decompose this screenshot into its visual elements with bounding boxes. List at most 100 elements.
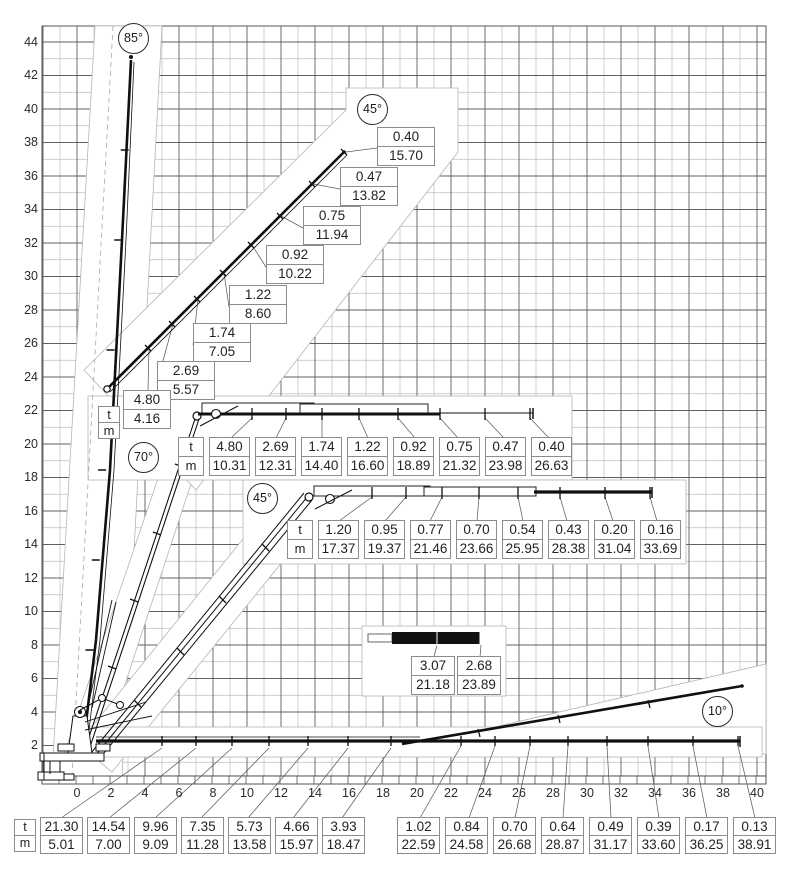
- load-value-t: 0.17: [685, 817, 728, 836]
- load-value-t: 0.13: [733, 817, 776, 836]
- load-box: 21.30 5.01: [40, 817, 83, 854]
- load-box: 0.13 38.91: [733, 817, 776, 854]
- y-axis-tick-label: 12: [24, 570, 38, 585]
- load-value-t: 0.54: [502, 520, 543, 540]
- load-box: 4.80 10.31: [209, 437, 250, 476]
- y-axis-tick-label: 4: [31, 704, 38, 719]
- y-axis-tick-label: 14: [24, 537, 38, 552]
- load-box: 0.40 26.63: [531, 437, 572, 476]
- reach-value-m: 25.95: [502, 539, 543, 559]
- reach-value-m: 24.58: [445, 835, 488, 854]
- angle-badge-45-low: 45°: [247, 483, 278, 514]
- t-label: t: [287, 520, 313, 540]
- reach-value-m: 38.91: [733, 835, 776, 854]
- reach-value-m: 23.98: [485, 456, 526, 476]
- table-70deg: t m 4.80 10.31 2.69 12.31 1.74 14.40: [178, 437, 577, 476]
- reach-value-m: 5.01: [40, 835, 83, 854]
- x-axis-tick-label: 28: [546, 786, 560, 800]
- tm-header-70: t m: [178, 437, 204, 476]
- reach-value-m: 18.89: [393, 456, 434, 476]
- reach-value-m: 28.38: [548, 539, 589, 559]
- y-axis-tick-label: 30: [24, 269, 38, 284]
- reach-value-m: 9.09: [134, 835, 177, 854]
- table-mid-extension: 3.07 21.18 2.68 23.89: [411, 656, 503, 695]
- reach-value-m: 7.00: [87, 835, 130, 854]
- reach-value-m: 26.68: [493, 835, 536, 854]
- load-value-t: 14.54: [87, 817, 130, 836]
- x-axis-tick-label: 12: [274, 786, 288, 800]
- x-axis-tick-label: 26: [512, 786, 526, 800]
- load-box: 2.68 23.89: [457, 656, 501, 695]
- reach-value-m: 16.60: [347, 456, 388, 476]
- load-value-t: 0.20: [594, 520, 635, 540]
- load-value-t: 0.95: [364, 520, 405, 540]
- t-label: t: [98, 406, 120, 423]
- y-axis-tick-label: 34: [24, 202, 38, 217]
- load-value-t: 0.16: [640, 520, 681, 540]
- y-axis-tick-label: 16: [24, 503, 38, 518]
- x-axis-tick-label: 4: [141, 786, 149, 800]
- x-axis-tick-label: 32: [614, 786, 628, 800]
- load-box: 2.69 12.31: [255, 437, 296, 476]
- load-value-t: 1.74: [301, 437, 342, 457]
- load-value-t: 21.30: [40, 817, 83, 836]
- load-value-t: 0.39: [637, 817, 680, 836]
- y-axis-tick-label: 22: [24, 403, 38, 418]
- y-axis-tick-label: 10: [24, 604, 38, 619]
- angle-badge-70: 70°: [128, 442, 159, 473]
- reach-value-m: 21.18: [411, 675, 455, 695]
- load-value-t: 1.02: [397, 817, 440, 836]
- load-box: 0.84 24.58: [445, 817, 488, 854]
- x-axis-tick-label: 8: [209, 786, 217, 800]
- x-axis-tick-label: 22: [444, 786, 458, 800]
- reach-value-m: 23.89: [457, 675, 501, 695]
- load-value-t: 0.49: [589, 817, 632, 836]
- reach-value-m: 26.63: [531, 456, 572, 476]
- y-axis-tick-label: 36: [24, 168, 38, 183]
- y-axis: 44 42 40 38 36 34 32 30 28 26 24 22 20 18 16 14 12 10 8 6 4 2: [6, 25, 38, 762]
- x-axis-tick-label: 38: [716, 786, 730, 800]
- y-axis-tick-label: 32: [24, 235, 38, 250]
- load-box: 14.54 7.00: [87, 817, 130, 854]
- reach-value-m: 18.47: [322, 835, 365, 854]
- load-box: 0.20 31.04: [594, 520, 635, 559]
- load-value-t: 4.66: [275, 817, 318, 836]
- load-value-t: 4.80: [209, 437, 250, 457]
- m-label: m: [287, 539, 313, 559]
- reach-value-m: 36.25: [685, 835, 728, 854]
- tm-header-bottom: t m: [14, 819, 36, 852]
- load-value-t: 0.84: [445, 817, 488, 836]
- load-value-t: 0.70: [456, 520, 497, 540]
- load-value-t: 1.22: [347, 437, 388, 457]
- y-axis-tick-label: 6: [31, 671, 38, 686]
- x-axis-tick-label: 34: [648, 786, 662, 800]
- load-box: 0.39 33.60: [637, 817, 680, 854]
- load-box: 4.66 15.97: [275, 817, 318, 854]
- load-value-t: 9.96: [134, 817, 177, 836]
- t-label: t: [178, 437, 204, 457]
- x-axis-tick-label: 2: [107, 786, 115, 800]
- y-axis-tick-label: 28: [24, 302, 38, 317]
- tm-header-45-up: t m: [98, 406, 120, 439]
- load-value-t: 0.77: [410, 520, 451, 540]
- reach-value-m: 22.59: [397, 835, 440, 854]
- x-axis: 0 2 4 6 8 10 12 14 16 18 20 22 24 26 28 30 32 34 36 38 40: [60, 786, 774, 800]
- load-box: 0.92 18.89: [393, 437, 434, 476]
- load-box: 0.17 36.25: [685, 817, 728, 854]
- load-value-t: 2.69: [255, 437, 296, 457]
- reach-value-m: 12.31: [255, 456, 296, 476]
- load-box: 0.64 28.87: [541, 817, 584, 854]
- load-box: 1.74 14.40: [301, 437, 342, 476]
- reach-value-m: 11.28: [181, 835, 224, 854]
- angle-badge-45-up: 45°: [357, 94, 388, 125]
- load-value-t: 0.70: [493, 817, 536, 836]
- table-bottom-group1: 21.30 5.01 14.54 7.00 9.96 9.09 7.35 11.…: [40, 817, 369, 854]
- x-axis-tick-label: 20: [410, 786, 424, 800]
- load-value-t: 2.68: [457, 656, 501, 676]
- load-value-t: 0.40: [531, 437, 572, 457]
- load-box: 9.96 9.09: [134, 817, 177, 854]
- load-value-t: 1.20: [318, 520, 359, 540]
- load-value-t: 3.07: [411, 656, 455, 676]
- reach-value-m: 28.87: [541, 835, 584, 854]
- x-axis-tick-label: 40: [750, 786, 764, 800]
